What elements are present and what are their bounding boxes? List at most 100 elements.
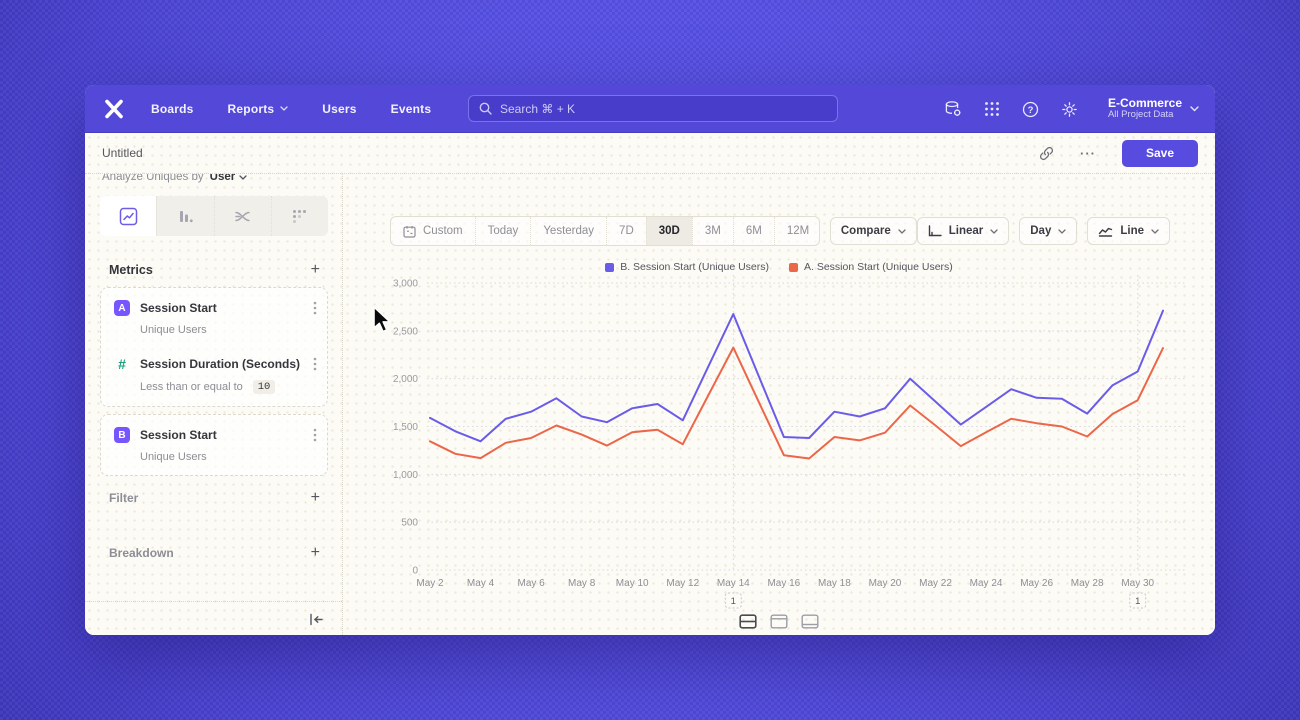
metric-row[interactable]: # Session Duration (Seconds) Less than or … (101, 346, 327, 404)
metric-menu[interactable] (313, 357, 317, 371)
query-builder-sidebar: Analyze Uniques by User (85, 174, 343, 635)
tab-retention[interactable] (270, 196, 328, 236)
apps-grid-icon[interactable] (984, 101, 1000, 117)
sidebar-divider (85, 601, 342, 602)
chart-type-select[interactable]: Line (1087, 217, 1170, 245)
metric-detail-text: Unique Users (140, 324, 207, 336)
range-label: 7D (619, 225, 634, 237)
range-label: 3M (704, 225, 721, 237)
annotation-badge[interactable] (1129, 592, 1147, 609)
metric-name: Session Start (140, 428, 217, 442)
range-button-3m[interactable]: 3M (691, 217, 733, 245)
add-filter-button[interactable]: + (310, 489, 320, 506)
x-axis-label: May 6 (517, 578, 545, 589)
range-button-today[interactable]: Today (474, 217, 531, 245)
compare-button[interactable]: Compare (829, 217, 917, 245)
nav-item-reports[interactable]: Reports (228, 102, 289, 116)
copy-link-icon[interactable] (1039, 146, 1054, 161)
settings-gear-icon[interactable] (1061, 101, 1078, 118)
layout-toggle-group (343, 614, 1215, 629)
save-button[interactable]: Save (1122, 139, 1198, 167)
tab-line-chart[interactable] (100, 196, 157, 236)
tab-flow[interactable] (213, 196, 271, 236)
breakdown-label: Breakdown (109, 546, 174, 560)
metric-row[interactable]: B Session Start Unique Users (101, 417, 327, 473)
chevron-down-icon (239, 174, 247, 180)
y-axis-label: 2,000 (393, 374, 418, 385)
y-axis-label: 500 (401, 518, 418, 529)
search-input[interactable]: Search ⌘ + K (468, 95, 838, 122)
legend-swatch (605, 262, 615, 272)
layout-top-icon[interactable] (770, 614, 788, 629)
range-button-30d[interactable]: 30D (645, 217, 692, 245)
metric-detail-value[interactable]: 10 (252, 380, 276, 394)
kebab-menu-icon[interactable] (313, 357, 317, 371)
date-range-group: Custom Today Yesterday 7D 30D 3M 6M 12M (390, 216, 820, 246)
chevron-down-icon (280, 106, 288, 111)
range-label: 6M (745, 225, 762, 237)
line-chart-icon (119, 207, 137, 225)
more-options-icon[interactable]: ··· (1080, 145, 1096, 161)
range-label: Today (487, 225, 519, 237)
analyze-uniques-row[interactable]: Analyze Uniques by User (102, 174, 247, 183)
legend-item[interactable]: B. Session Start (Unique Users) (605, 261, 769, 273)
project-subtitle: All Project Data (1107, 109, 1174, 121)
help-icon[interactable]: ? (1022, 101, 1039, 118)
x-axis-label: May 14 (717, 578, 750, 589)
chevron-down-icon (1058, 228, 1067, 234)
range-button-12m[interactable]: 12M (773, 217, 819, 245)
annotation-badge-label: 1 (1135, 596, 1140, 607)
x-axis-label: May 24 (970, 578, 1003, 589)
project-selector[interactable]: E-Commerce All Project Data (1107, 95, 1199, 122)
series-line[interactable] (429, 346, 1164, 460)
annotation-badge-label: 1 (731, 596, 736, 607)
series-line[interactable] (429, 309, 1164, 443)
range-button-6m[interactable]: 6M (732, 217, 774, 245)
chevron-down-icon (990, 228, 998, 234)
scale-select[interactable]: Linear (916, 217, 1010, 245)
range-button-custom[interactable]: Custom (391, 217, 475, 245)
metric-menu[interactable] (313, 301, 317, 315)
nav-item-users[interactable]: Users (322, 102, 356, 116)
interval-select[interactable]: Day (1019, 217, 1078, 245)
nav-item-label: Events (390, 101, 432, 116)
y-axis-label: 1,500 (393, 422, 418, 433)
mixpanel-logo-icon[interactable] (103, 98, 125, 120)
line-chart[interactable]: 0 500 1,000 1,500 2,000 2,500 3,000 1 1 May 2 May … (343, 174, 1215, 635)
x-axis-label: May 10 (616, 578, 649, 589)
y-axis-label: 2,500 (393, 326, 418, 337)
range-button-yesterday[interactable]: Yesterday (530, 217, 606, 245)
legend-swatch (789, 262, 798, 272)
range-button-7d[interactable]: 7D (606, 217, 646, 245)
metric-row[interactable]: A Session Start Unique Users (101, 290, 327, 346)
x-axis-label: May 28 (1071, 578, 1104, 589)
layout-full-icon[interactable] (801, 614, 819, 629)
kebab-menu-icon[interactable] (313, 428, 317, 442)
x-axis-label: May 20 (869, 578, 902, 589)
numeric-metric-icon: # (118, 356, 126, 372)
metric-menu[interactable] (313, 428, 317, 442)
nav-item-events[interactable]: Events (391, 102, 432, 116)
legend-item[interactable]: A. Session Start (Unique Users) (789, 261, 953, 273)
linear-axis-icon (928, 225, 942, 237)
tab-bar-chart[interactable] (156, 196, 213, 236)
nav-item-label: Users (322, 101, 357, 116)
analyze-value[interactable]: User (209, 174, 236, 183)
add-breakdown-button[interactable]: + (310, 544, 320, 561)
interval-label: Day (1030, 225, 1052, 237)
layout-split-icon[interactable] (739, 614, 757, 629)
scale-label: Linear (948, 225, 984, 237)
filter-label: Filter (109, 491, 139, 505)
analyze-prefix-label: Analyze Uniques by (102, 174, 204, 183)
data-management-icon[interactable] (944, 100, 962, 118)
collapse-sidebar-icon[interactable] (309, 613, 324, 626)
project-name: E-Commerce (1107, 95, 1182, 110)
add-metric-button[interactable]: + (310, 261, 320, 278)
kebab-menu-icon[interactable] (313, 301, 317, 315)
report-title[interactable]: Untitled (102, 146, 143, 160)
metric-group-card: B Session Start Unique Users (100, 414, 328, 476)
chevron-down-icon (1190, 106, 1199, 112)
nav-item-boards[interactable]: Boards (151, 102, 194, 116)
filter-section: Filter + (109, 490, 320, 506)
annotation-badge[interactable] (724, 592, 742, 609)
